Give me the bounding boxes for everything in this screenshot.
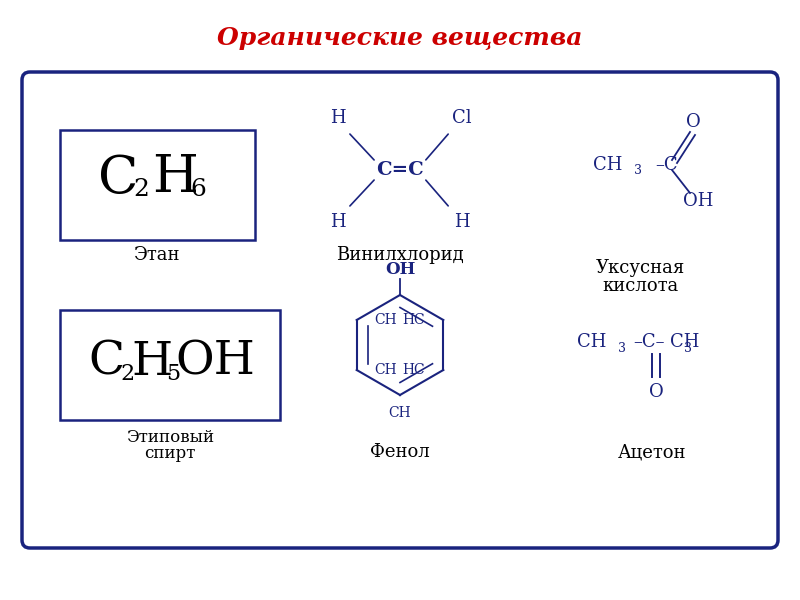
Text: CH: CH bbox=[374, 363, 398, 377]
Text: спирт: спирт bbox=[144, 445, 196, 463]
Text: –C: –C bbox=[655, 156, 678, 174]
Text: Этиповый: Этиповый bbox=[126, 430, 214, 446]
Text: Винилхлорид: Винилхлорид bbox=[336, 246, 464, 264]
Text: C=C: C=C bbox=[376, 161, 424, 179]
Text: CH: CH bbox=[670, 333, 699, 351]
Text: HC: HC bbox=[402, 313, 426, 327]
Text: H: H bbox=[152, 152, 198, 203]
Text: 3: 3 bbox=[634, 164, 642, 178]
Text: 3: 3 bbox=[618, 341, 626, 355]
Text: –C–: –C– bbox=[633, 333, 665, 351]
Text: H: H bbox=[454, 213, 470, 231]
Text: O: O bbox=[649, 383, 663, 401]
Text: 2: 2 bbox=[133, 179, 149, 202]
Text: CH: CH bbox=[577, 333, 606, 351]
FancyBboxPatch shape bbox=[60, 310, 280, 420]
Text: 5: 5 bbox=[166, 363, 180, 385]
Text: Органические вещества: Органические вещества bbox=[218, 26, 582, 50]
Text: OH: OH bbox=[385, 260, 415, 277]
Text: 6: 6 bbox=[190, 179, 206, 202]
Text: H: H bbox=[330, 213, 346, 231]
Text: CH: CH bbox=[389, 406, 411, 420]
Text: Cl: Cl bbox=[452, 109, 472, 127]
Text: 3: 3 bbox=[684, 341, 692, 355]
FancyBboxPatch shape bbox=[60, 130, 255, 240]
Text: C: C bbox=[98, 152, 138, 203]
Text: H: H bbox=[131, 340, 173, 385]
Text: H: H bbox=[330, 109, 346, 127]
Text: CH: CH bbox=[593, 156, 622, 174]
Text: Этан: Этан bbox=[134, 246, 180, 264]
Text: Уксусная: Уксусная bbox=[595, 259, 685, 277]
Text: O: O bbox=[686, 113, 700, 131]
Text: 2: 2 bbox=[120, 363, 134, 385]
Text: Фенол: Фенол bbox=[370, 443, 430, 461]
Text: OH: OH bbox=[175, 340, 255, 385]
Text: OH: OH bbox=[683, 192, 713, 210]
Text: CH: CH bbox=[374, 313, 398, 327]
FancyBboxPatch shape bbox=[22, 72, 778, 548]
Text: Ацетон: Ацетон bbox=[618, 443, 686, 461]
Text: C: C bbox=[88, 340, 124, 385]
Text: кислота: кислота bbox=[602, 277, 678, 295]
Text: HC: HC bbox=[402, 363, 426, 377]
